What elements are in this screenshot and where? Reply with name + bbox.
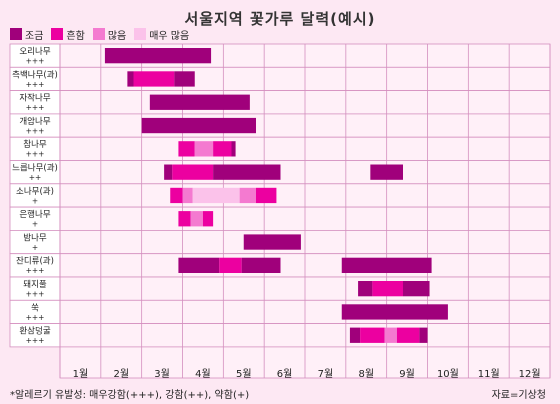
pollen-bar-segment xyxy=(372,281,403,297)
allergy-level-label: ++ xyxy=(29,173,42,182)
legend-item-4: 매우 많음 xyxy=(134,27,189,42)
footnote: *알레르기 유발성: 매우강함(+++), 강함(++), 약함(+) xyxy=(10,390,250,401)
pollen-bar-segment xyxy=(141,117,256,134)
pollen-bar-segment xyxy=(243,234,301,250)
month-tick-label: 12월 xyxy=(519,368,541,380)
legend-swatch-3 xyxy=(92,28,105,40)
month-tick-label: 4월 xyxy=(195,368,211,380)
allergy-level-label: +++ xyxy=(26,266,45,275)
legend-item-3: 많음 xyxy=(92,27,127,42)
pollen-bar-segment xyxy=(358,281,373,297)
allergy-level-label: + xyxy=(32,220,38,229)
month-tick-label: 8월 xyxy=(358,368,374,380)
pollen-bar-segment xyxy=(170,187,183,204)
pollen-bar-segment xyxy=(213,164,281,180)
month-tick-label: 1월 xyxy=(73,368,89,380)
allergy-level-label: +++ xyxy=(26,103,45,112)
plant-name-label: 느릅나무(과) xyxy=(12,164,58,174)
pollen-bar-segment xyxy=(231,141,236,157)
pollen-bar-segment xyxy=(341,257,432,273)
legend-swatch-4 xyxy=(134,28,147,40)
plant-name-label: 오리나무 xyxy=(19,47,50,57)
allergy-level-label: +++ xyxy=(26,126,45,135)
month-tick-label: 11월 xyxy=(478,368,500,380)
pollen-bar-segment xyxy=(104,48,212,64)
legend-item-1: 조금 xyxy=(10,27,43,42)
pollen-bar-segment xyxy=(133,71,175,87)
allergy-level-label: + xyxy=(32,243,38,252)
plant-name-label: 잔디류(과) xyxy=(16,256,54,267)
plant-name-label: 쑥 xyxy=(31,303,39,313)
pollen-bar-segment xyxy=(178,257,220,273)
pollen-bar-segment xyxy=(178,211,191,227)
legend-swatch-2 xyxy=(51,28,64,40)
pollen-bar-segment xyxy=(239,187,256,204)
pollen-bar-segment xyxy=(256,187,277,204)
plant-name-label: 소나무(과) xyxy=(16,187,54,197)
allergy-level-label: +++ xyxy=(26,57,45,66)
plant-name-label: 환삼덩굴 xyxy=(19,326,50,337)
pollen-bar-segment xyxy=(174,71,195,87)
plant-name-label: 참나무 xyxy=(23,140,47,150)
legend-label-1: 조금 xyxy=(25,30,44,42)
month-tick-label: 3월 xyxy=(154,368,170,380)
month-tick-label: 5월 xyxy=(236,368,252,380)
month-tick-label: 2월 xyxy=(113,368,129,380)
allergy-level-label: +++ xyxy=(26,150,45,159)
allergy-level-label: +++ xyxy=(26,80,45,89)
pollen-bar-segment xyxy=(384,327,397,343)
pollen-bar-segment xyxy=(164,164,173,180)
plant-name-label: 은행나무 xyxy=(19,209,50,220)
month-tick-label: 10월 xyxy=(437,368,459,380)
pollen-bar-segment xyxy=(419,327,428,343)
pollen-bar-segment xyxy=(403,281,430,297)
allergy-level-label: +++ xyxy=(26,290,45,299)
pollen-bar-segment xyxy=(370,164,403,180)
pollen-bar-segment xyxy=(172,164,214,180)
allergy-level-label: + xyxy=(32,196,38,205)
pollen-bar-segment xyxy=(396,327,420,343)
legend-label-2: 흔함 xyxy=(66,30,85,42)
pollen-bar-segment xyxy=(349,327,361,343)
plant-name-label: 밤나무 xyxy=(23,232,47,243)
pollen-bar-segment xyxy=(219,257,242,273)
pollen-bar-segment xyxy=(194,141,214,157)
chart-title: 서울지역 꽃가루 달력(예시) xyxy=(184,10,376,28)
plant-name-label: 측백나무(과) xyxy=(12,69,58,80)
plant-name-label: 개암나무 xyxy=(19,116,50,127)
pollen-bar-segment xyxy=(202,211,214,227)
pollen-bar-segment xyxy=(192,187,240,204)
pollen-bar-segment xyxy=(182,187,193,204)
pollen-bar-segment xyxy=(178,141,195,157)
plant-name-label: 자작나무 xyxy=(19,93,50,104)
pollen-bar-segment xyxy=(241,257,281,273)
allergy-level-label: +++ xyxy=(26,336,45,345)
month-tick-label: 6월 xyxy=(277,368,293,380)
legend: 조금 흔함 많음 매우 많음 xyxy=(10,27,197,42)
pollen-bar-segment xyxy=(213,141,232,157)
pollen-bar-segment xyxy=(360,327,385,343)
month-tick-label: 9월 xyxy=(399,368,415,380)
pollen-bar-segment xyxy=(149,94,250,110)
allergy-level-label: +++ xyxy=(26,313,45,322)
plant-name-label: 돼지풀 xyxy=(23,280,47,290)
month-tick-label: 7월 xyxy=(318,368,334,380)
legend-label-3: 많음 xyxy=(107,30,127,42)
legend-label-4: 매우 많음 xyxy=(149,30,190,42)
pollen-bar-segment xyxy=(127,71,134,87)
pollen-bar-segment xyxy=(341,304,448,320)
legend-swatch-1 xyxy=(10,28,22,40)
legend-item-2: 흔함 xyxy=(51,27,85,42)
pollen-bar-segment xyxy=(190,211,203,227)
source-credit: 자료=기상청 xyxy=(491,390,546,401)
